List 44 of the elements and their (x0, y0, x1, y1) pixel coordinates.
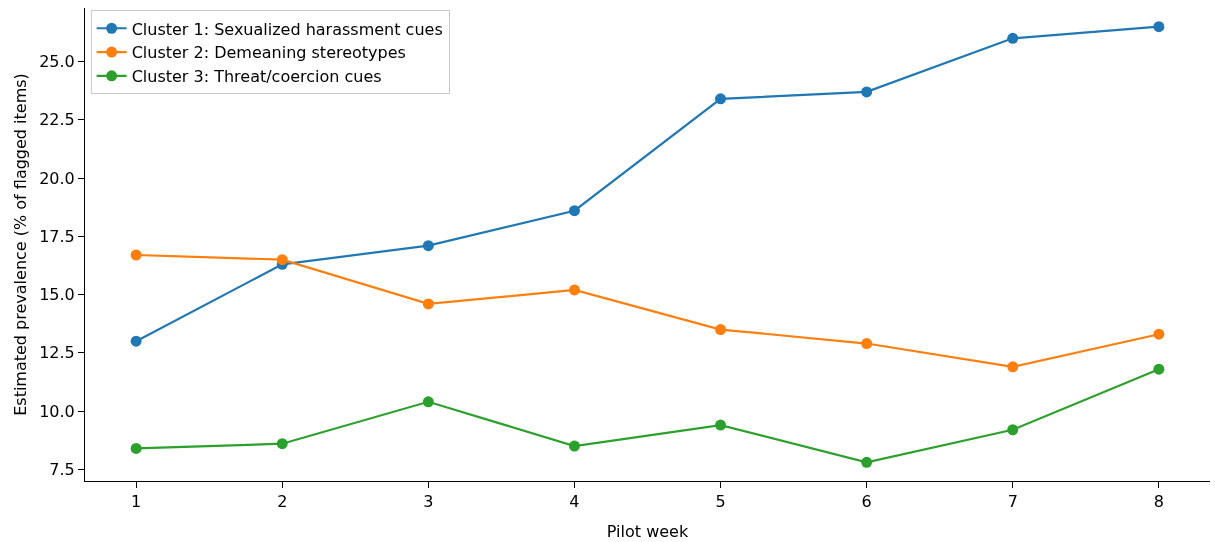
point (1153, 328, 1165, 340)
x-tick-label: 8 (1153, 492, 1164, 512)
point (1007, 361, 1019, 373)
point (1007, 424, 1019, 436)
y-tick-label: 10.0 (39, 401, 75, 421)
point (130, 442, 142, 454)
point (861, 338, 873, 350)
y-tick-label: 12.5 (39, 343, 75, 363)
point (276, 438, 288, 450)
x-axis-title: Pilot week (606, 521, 689, 541)
x-tick-label: 5 (715, 492, 726, 512)
point (715, 93, 727, 105)
legend-label: Cluster 3: Threat/coercion cues (131, 67, 382, 87)
point (1153, 21, 1165, 33)
y-tick-label: 17.5 (39, 226, 75, 246)
point (715, 419, 727, 431)
legend-label: Cluster 2: Demeaning stereotypes (131, 43, 406, 63)
point (568, 205, 580, 217)
y-tick-label: 20.0 (39, 168, 75, 188)
point (861, 456, 873, 468)
point (130, 249, 142, 261)
point (1153, 363, 1165, 375)
point (130, 335, 142, 347)
y-axis-title: Estimated prevalence (% of flagged items) (11, 73, 31, 416)
point (568, 440, 580, 452)
legend-label: Cluster 1: Sexualized harassment cues (131, 19, 443, 39)
point (422, 298, 434, 310)
y-tick-label: 22.5 (39, 110, 75, 130)
y-tick-label: 15.0 (39, 285, 75, 305)
point (422, 240, 434, 252)
point (1007, 32, 1019, 44)
y-tick-label: 25.0 (39, 52, 75, 72)
point (861, 86, 873, 98)
x-tick-label: 2 (277, 492, 288, 512)
x-tick-label: 4 (569, 492, 580, 512)
point (568, 284, 580, 296)
point (715, 324, 727, 336)
y-tick-label: 7.5 (49, 459, 75, 479)
x-tick-label: 6 (861, 492, 872, 512)
x-tick-label: 7 (1007, 492, 1018, 512)
point (276, 254, 288, 266)
x-tick-label: 3 (423, 492, 434, 512)
point (422, 396, 434, 408)
x-tick-label: 1 (131, 492, 142, 512)
